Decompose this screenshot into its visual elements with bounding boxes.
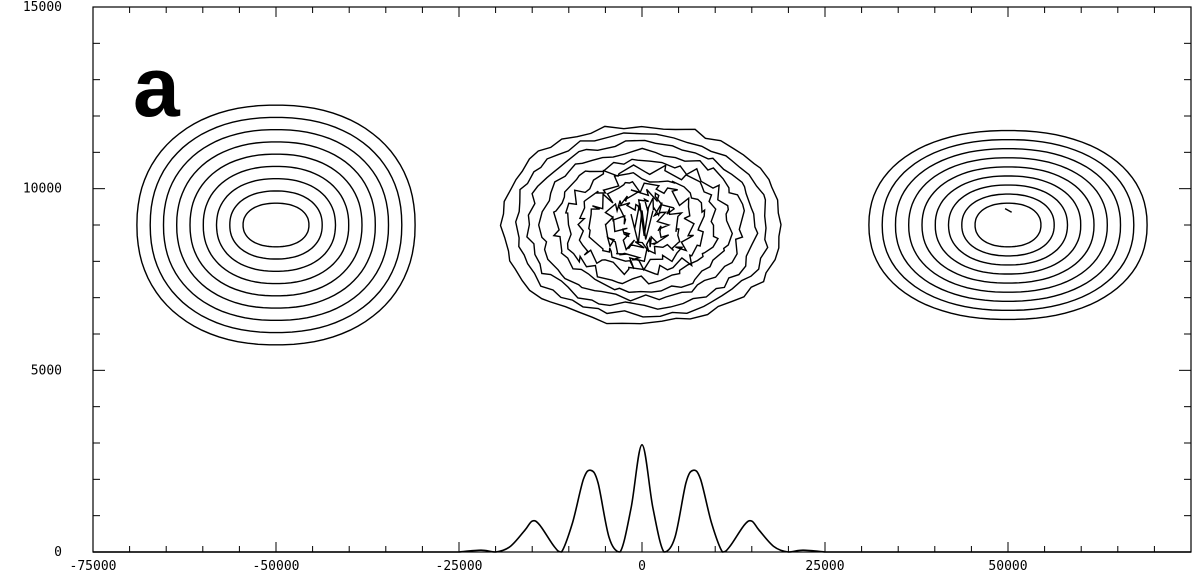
x-tick-label: 0 (638, 559, 646, 572)
contour-line (552, 158, 734, 294)
axes-frame (92, 6, 1192, 553)
contour-line (162, 129, 390, 321)
contour-line (577, 171, 706, 276)
contour-group (499, 125, 782, 325)
contour-line (881, 139, 1135, 311)
y-tick-label: 10000 (23, 182, 62, 197)
contour-group (868, 129, 1148, 321)
contour-line (947, 184, 1069, 266)
contour-line (229, 190, 323, 260)
tick-labels: -75000 -50000 -25000 0 25000 50000 0 5000 10000 1… (23, 0, 1028, 572)
contour-line (537, 147, 746, 302)
x-tick-label: 50000 (988, 559, 1027, 572)
contour-line-inner (630, 210, 654, 244)
y-tick-label: 0 (54, 545, 62, 560)
contour-line (604, 188, 684, 263)
profile-line (93, 443, 1191, 553)
contour-line-inner (1004, 208, 1012, 213)
contour-line (961, 193, 1055, 257)
contour-line (526, 139, 759, 310)
x-tick-label: -75000 (70, 559, 117, 572)
intensity-profile-area (93, 443, 1191, 553)
contour-line (588, 180, 695, 272)
panel-label: a (133, 40, 181, 134)
contour-line (175, 141, 377, 309)
x-tick-label: -25000 (436, 559, 483, 572)
contour-line (612, 197, 671, 253)
contour-line (215, 178, 337, 272)
contour-line (907, 157, 1109, 293)
x-tick-label: -50000 (253, 559, 300, 572)
contour-line (202, 165, 350, 285)
contour-line (149, 116, 403, 334)
contour-plot-area (136, 104, 1148, 346)
contour-line (189, 153, 363, 297)
contour-group (136, 104, 416, 346)
y-tick-label: 5000 (31, 363, 62, 378)
contour-line (974, 202, 1042, 248)
contour-line (921, 166, 1095, 284)
contour-line (514, 132, 769, 318)
contour-line (894, 148, 1122, 302)
y-tick-label: 15000 (23, 0, 62, 15)
contour-line (242, 202, 310, 248)
contour-line-inner (634, 203, 650, 237)
contour-line (499, 125, 782, 325)
contour-line (934, 175, 1082, 275)
contour-line (564, 163, 719, 285)
contour-line (136, 104, 416, 346)
contour-line (868, 129, 1148, 321)
plot-frame (92, 6, 1192, 553)
x-tick-label: 25000 (805, 559, 844, 572)
